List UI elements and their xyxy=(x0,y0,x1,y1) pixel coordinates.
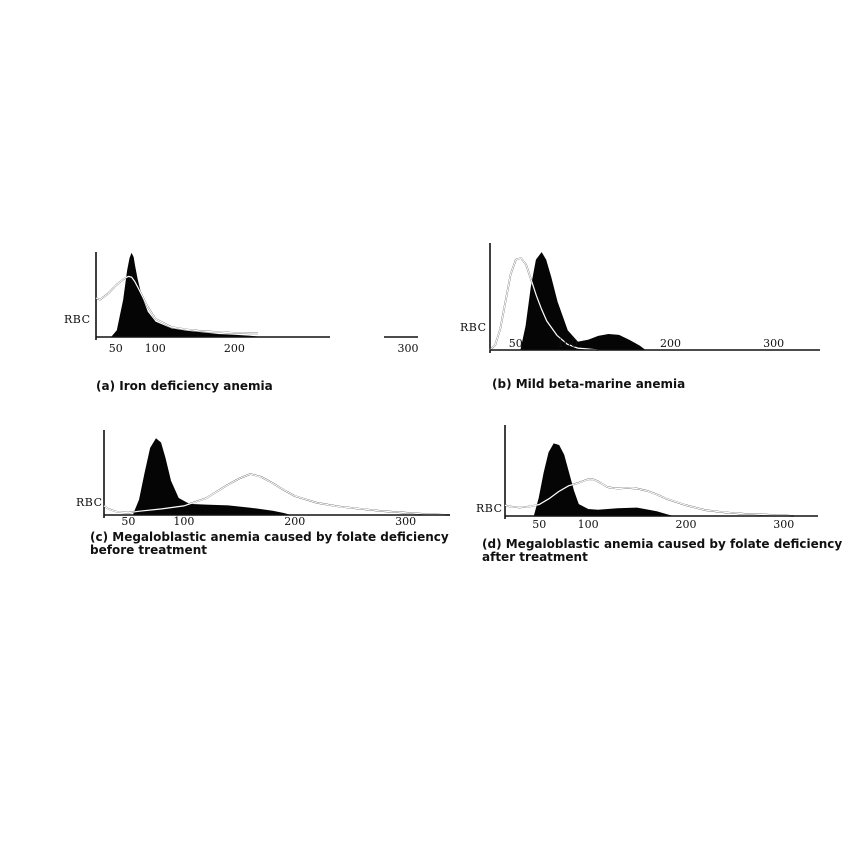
series-outline-curve xyxy=(103,473,451,516)
series-filled-area xyxy=(533,443,672,517)
series-outline-curve xyxy=(95,275,258,334)
x-tick-label-50: 50 xyxy=(121,515,135,528)
x-tick-label-50: 50 xyxy=(109,342,123,355)
x-tick-label-100: 100 xyxy=(557,337,578,350)
y-axis-label: RBC xyxy=(460,321,487,334)
x-tick-label-300: 300 xyxy=(398,342,419,355)
x-tick-label-300: 300 xyxy=(763,337,784,350)
x-tick-label-50: 50 xyxy=(532,518,546,531)
caption-d-line-1: (d) Megaloblastic anemia caused by folat… xyxy=(482,537,843,551)
x-tick-label-100: 100 xyxy=(145,342,166,355)
x-tick-label-50: 50 xyxy=(509,337,523,350)
x-tick-label-100: 100 xyxy=(173,515,194,528)
caption-c-line-1: (c) Megaloblastic anemia caused by folat… xyxy=(90,530,449,544)
x-tick-label-300: 300 xyxy=(395,515,416,528)
caption-d-line-2: after treatment xyxy=(482,550,588,564)
caption-d: (d) Megaloblastic anemia caused by folat… xyxy=(482,538,842,564)
x-tick-label-200: 200 xyxy=(675,518,696,531)
series-filled-area xyxy=(520,252,647,351)
caption-c-line-2: before treatment xyxy=(90,543,207,557)
y-axis-label: RBC xyxy=(476,502,503,515)
series-outline-curve xyxy=(489,257,599,351)
series-filled-area xyxy=(133,438,290,516)
x-tick-label-100: 100 xyxy=(578,518,599,531)
panel-a: RBC 50 100 200 300 xyxy=(64,252,419,355)
y-axis-label: RBC xyxy=(64,313,91,326)
x-tick-label-200: 200 xyxy=(284,515,305,528)
x-tick-label-300: 300 xyxy=(773,518,794,531)
x-tick-label-200: 200 xyxy=(224,342,245,355)
panel-d: RBC 50 100 200 300 xyxy=(476,425,818,531)
caption-a: (a) Iron deficiency anemia xyxy=(96,379,273,393)
caption-b: (b) Mild beta-marine anemia xyxy=(492,377,686,391)
caption-c: (c) Megaloblastic anemia caused by folat… xyxy=(90,531,449,557)
x-tick-label-200: 200 xyxy=(660,337,681,350)
panel-b: RBC 50 100 200 300 xyxy=(460,243,820,353)
y-axis-label: RBC xyxy=(76,496,103,509)
series-outline-curve xyxy=(504,478,794,517)
series-filled-area xyxy=(110,252,259,338)
panel-c: RBC 50 100 200 300 xyxy=(76,430,451,528)
